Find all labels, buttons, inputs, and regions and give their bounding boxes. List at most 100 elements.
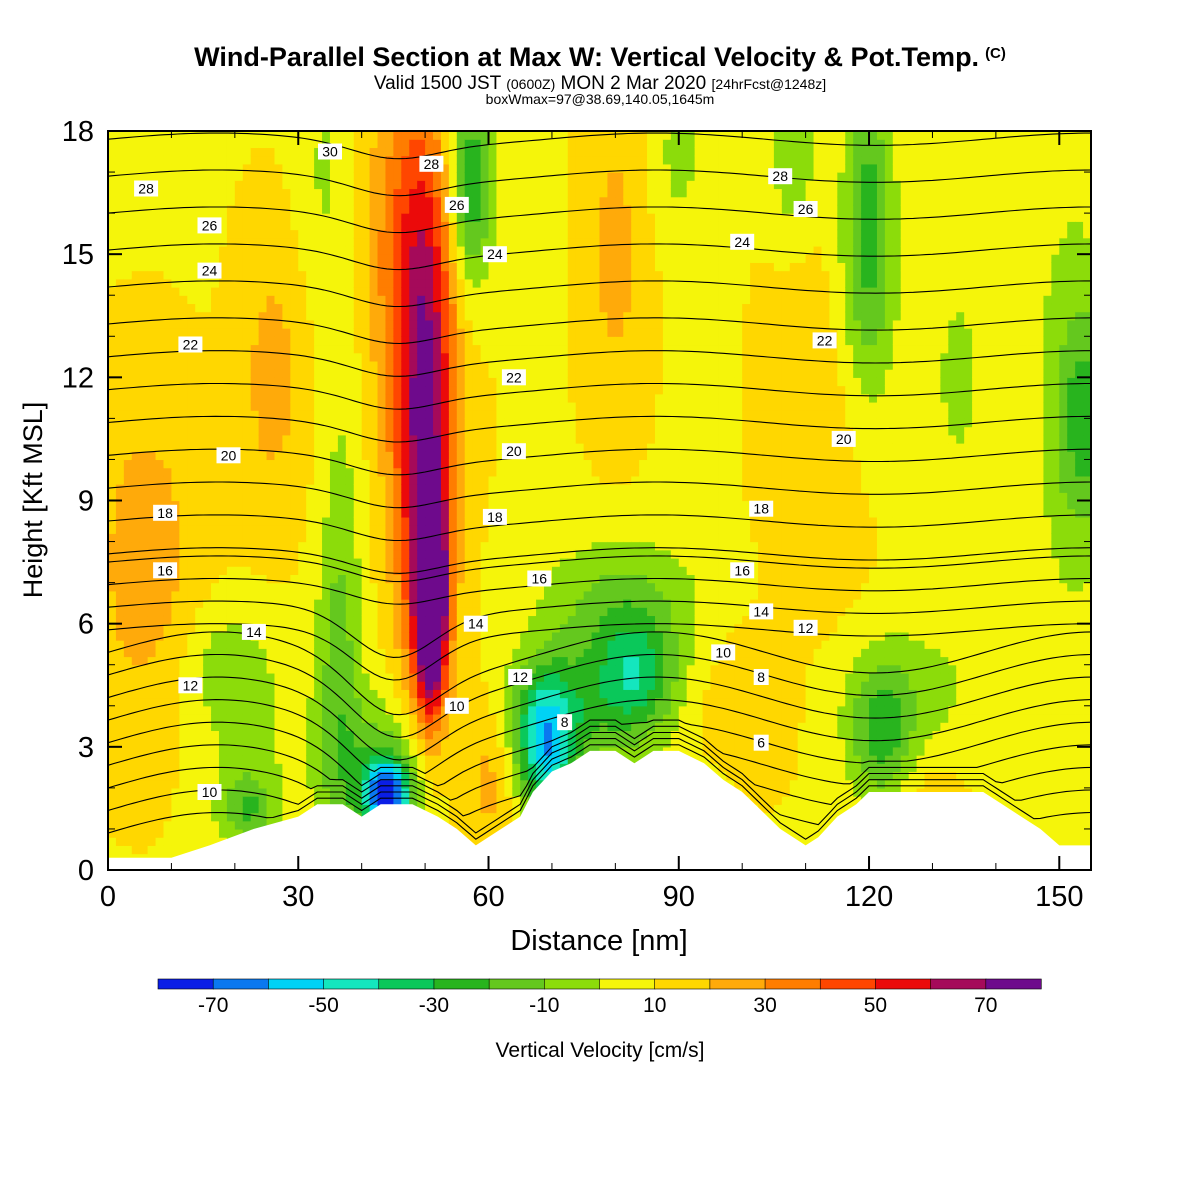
velocity-cell bbox=[314, 254, 323, 263]
velocity-cell bbox=[377, 525, 387, 534]
velocity-cell bbox=[155, 582, 165, 592]
velocity-cell bbox=[456, 672, 466, 682]
velocity-cell bbox=[520, 779, 529, 789]
velocity-cell bbox=[488, 385, 498, 395]
velocity-cell bbox=[353, 484, 363, 493]
velocity-cell bbox=[345, 516, 355, 526]
velocity-cell bbox=[242, 459, 252, 469]
velocity-cell bbox=[298, 155, 307, 165]
velocity-cell bbox=[488, 557, 498, 567]
velocity-cell bbox=[528, 500, 537, 510]
velocity-cell bbox=[131, 262, 141, 272]
velocity-cell bbox=[488, 615, 498, 625]
velocity-cell bbox=[274, 262, 284, 272]
velocity-cell bbox=[536, 582, 545, 592]
velocity-cell bbox=[401, 295, 410, 305]
velocity-cell bbox=[274, 475, 284, 485]
velocity-cell bbox=[322, 336, 331, 346]
velocity-cell bbox=[488, 303, 498, 313]
velocity-cell bbox=[409, 401, 418, 411]
velocity-cell bbox=[345, 689, 355, 699]
velocity-cell bbox=[226, 262, 236, 272]
velocity-cell bbox=[361, 475, 371, 485]
velocity-cell bbox=[258, 344, 268, 354]
velocity-cell bbox=[433, 804, 442, 814]
velocity-cell bbox=[108, 311, 117, 321]
velocity-cell bbox=[393, 574, 402, 584]
velocity-cell bbox=[123, 533, 133, 543]
velocity-cell bbox=[250, 360, 260, 370]
velocity-cell bbox=[266, 410, 276, 419]
velocity-cell bbox=[234, 221, 244, 231]
velocity-cell bbox=[369, 475, 379, 485]
velocity-cell bbox=[211, 475, 220, 485]
velocity-cell bbox=[488, 426, 498, 436]
velocity-cell bbox=[187, 180, 196, 190]
velocity-cell bbox=[314, 623, 323, 633]
velocity-cell bbox=[226, 213, 236, 222]
velocity-cell bbox=[115, 303, 125, 313]
velocity-cell bbox=[337, 549, 347, 559]
velocity-cell bbox=[504, 574, 513, 584]
velocity-cell bbox=[536, 344, 545, 354]
velocity-cell bbox=[512, 418, 521, 428]
velocity-cell bbox=[139, 771, 149, 781]
velocity-cell bbox=[306, 393, 315, 403]
velocity-cell bbox=[242, 131, 252, 140]
velocity-cell bbox=[345, 180, 355, 190]
velocity-cell bbox=[108, 730, 117, 740]
velocity-cell bbox=[250, 139, 260, 149]
velocity-cell bbox=[139, 163, 149, 173]
velocity-cell bbox=[171, 131, 180, 140]
velocity-cell bbox=[139, 689, 149, 699]
velocity-cell bbox=[139, 131, 149, 140]
velocity-cell bbox=[393, 131, 402, 140]
velocity-cell bbox=[234, 426, 244, 436]
velocity-cell bbox=[226, 245, 236, 255]
velocity-cell bbox=[464, 204, 474, 214]
velocity-cell bbox=[393, 533, 402, 543]
velocity-cell bbox=[361, 533, 371, 543]
velocity-cell bbox=[187, 401, 196, 411]
velocity-cell bbox=[504, 787, 513, 797]
velocity-cell bbox=[377, 221, 387, 231]
velocity-cell bbox=[337, 722, 347, 732]
velocity-cell bbox=[171, 607, 180, 617]
velocity-cell bbox=[298, 557, 307, 567]
velocity-cell bbox=[353, 196, 363, 206]
velocity-cell bbox=[211, 771, 220, 781]
velocity-cell bbox=[242, 467, 252, 477]
velocity-cell bbox=[306, 328, 315, 337]
velocity-cell bbox=[163, 163, 173, 173]
velocity-cell bbox=[203, 771, 212, 781]
velocity-cell bbox=[226, 385, 236, 395]
velocity-cell bbox=[520, 615, 529, 625]
velocity-cell bbox=[131, 681, 141, 690]
velocity-cell bbox=[266, 771, 276, 781]
velocity-cell bbox=[242, 541, 252, 551]
velocity-cell bbox=[226, 812, 236, 822]
velocity-cell bbox=[258, 418, 268, 428]
velocity-cell bbox=[155, 623, 165, 633]
velocity-cell bbox=[179, 566, 188, 575]
velocity-cell bbox=[242, 147, 252, 157]
velocity-cell bbox=[298, 475, 307, 485]
velocity-cell bbox=[163, 812, 173, 822]
velocity-cell bbox=[266, 418, 276, 428]
velocity-cell bbox=[353, 278, 363, 288]
velocity-cell bbox=[115, 443, 125, 452]
velocity-cell bbox=[108, 533, 117, 543]
velocity-cell bbox=[440, 369, 450, 378]
velocity-cell bbox=[512, 722, 521, 732]
velocity-cell bbox=[377, 155, 387, 165]
velocity-cell bbox=[385, 484, 394, 493]
velocity-cell bbox=[187, 607, 196, 617]
velocity-cell bbox=[147, 492, 157, 502]
velocity-cell bbox=[211, 196, 220, 206]
velocity-cell bbox=[195, 516, 204, 526]
velocity-cell bbox=[242, 204, 252, 214]
velocity-cell bbox=[282, 262, 291, 272]
velocity-cell bbox=[504, 434, 513, 444]
velocity-cell bbox=[528, 516, 537, 526]
velocity-cell bbox=[115, 459, 125, 469]
